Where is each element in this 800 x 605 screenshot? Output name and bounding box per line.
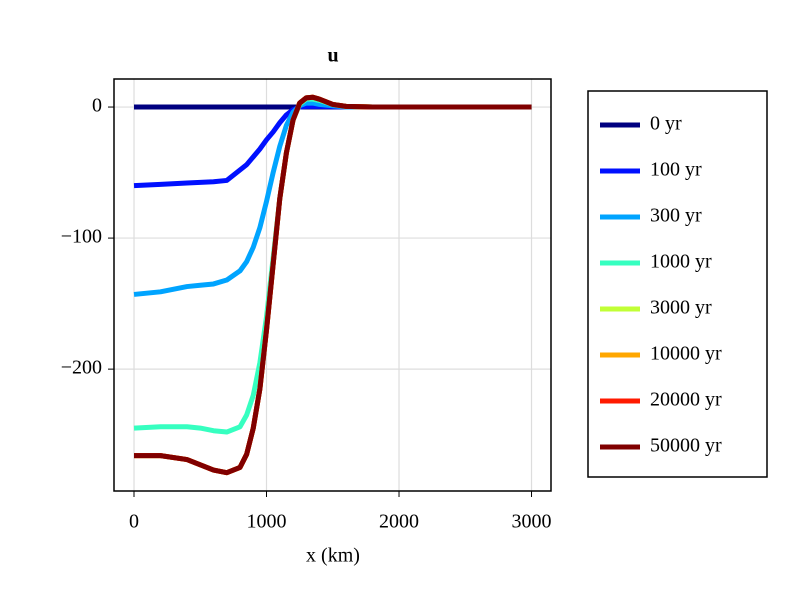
y-tick-label: 0 <box>92 95 102 117</box>
legend-box <box>587 90 768 478</box>
series-line <box>133 103 532 189</box>
x-tick-label: 3000 <box>512 511 552 533</box>
chart-title: u <box>327 45 338 67</box>
legend-label: 10000 yr <box>650 343 722 365</box>
y-tick-label: −200 <box>61 357 102 379</box>
series-line <box>133 100 532 297</box>
series-line <box>133 96 532 435</box>
legend-label: 300 yr <box>650 205 702 227</box>
x-tick-label: 2000 <box>379 511 419 533</box>
legend-label: 3000 yr <box>650 297 712 319</box>
x-tick-label: 1000 <box>247 511 287 533</box>
legend-label: 20000 yr <box>650 389 722 411</box>
legend-label: 100 yr <box>650 159 702 181</box>
x-tick-label: 0 <box>129 511 139 533</box>
series-line <box>134 94 532 476</box>
plot-frame <box>113 78 552 492</box>
legend-label: 0 yr <box>650 113 682 135</box>
x-axis-label: x (km) <box>306 545 360 567</box>
y-tick-label: −100 <box>61 226 102 248</box>
legend-label: 1000 yr <box>650 251 712 273</box>
legend-label: 50000 yr <box>650 435 722 457</box>
